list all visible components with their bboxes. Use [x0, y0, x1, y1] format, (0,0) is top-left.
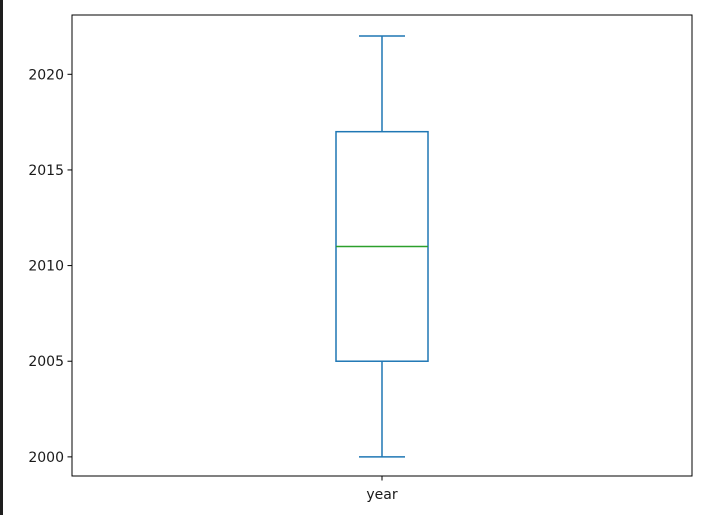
y-tick-label: 2010 — [28, 259, 64, 275]
y-tick-label: 2015 — [28, 163, 64, 179]
plot-area — [71, 14, 693, 477]
x-tick-label: year — [366, 487, 397, 503]
y-tick-label: 2005 — [28, 354, 64, 370]
box-plot-chart: 2000 2005 2010 2015 2020 year — [28, 14, 693, 503]
y-axis-ticks: 2000 2005 2010 2015 2020 — [28, 67, 72, 466]
chart-figure: 2000 2005 2010 2015 2020 year — [3, 0, 701, 515]
x-axis-ticks: year — [366, 476, 398, 503]
y-tick-label: 2000 — [28, 450, 64, 466]
y-tick-label: 2020 — [28, 67, 64, 83]
